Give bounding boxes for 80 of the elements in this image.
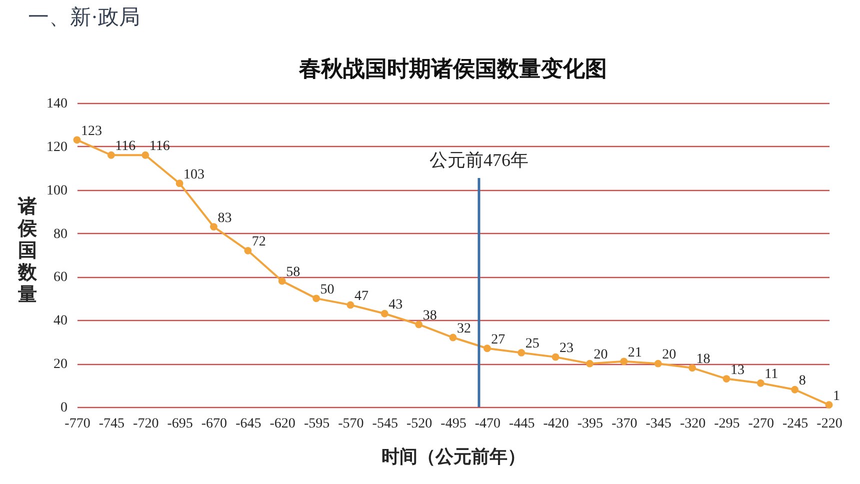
- data-label: 8: [798, 374, 806, 389]
- data-label: 58: [286, 265, 300, 280]
- y-tick-label: 0: [60, 400, 68, 416]
- point: [73, 136, 81, 144]
- point: [620, 358, 628, 366]
- point: [176, 180, 184, 188]
- point: [142, 151, 150, 159]
- x-tick-label: -370: [612, 416, 638, 432]
- x-tick-label: -320: [680, 416, 706, 432]
- data-label: 11: [764, 367, 778, 382]
- y-tick-label: 140: [46, 96, 68, 112]
- text: 一、新·政局: [28, 5, 140, 29]
- point: [552, 353, 560, 361]
- point: [210, 223, 218, 230]
- y-tick-label: 80: [54, 226, 68, 242]
- data-label: 23: [560, 341, 574, 356]
- data-label: 20: [662, 348, 676, 363]
- data-label: 20: [594, 348, 608, 363]
- point: [791, 386, 799, 394]
- point: [586, 360, 594, 368]
- y-tick-label: 60: [54, 270, 68, 286]
- y-tick-label: 20: [54, 357, 68, 372]
- x-tick-label: -345: [646, 416, 672, 432]
- point: [654, 360, 662, 368]
- point: [825, 401, 833, 409]
- x-tick-label: -420: [543, 416, 569, 432]
- data-label: 21: [628, 345, 642, 360]
- point: [722, 375, 730, 382]
- data-label: 38: [422, 308, 437, 324]
- point: [107, 151, 115, 159]
- data-label: 123: [81, 124, 102, 139]
- x-tick-label: -270: [748, 416, 774, 432]
- x-tick-label: -495: [440, 416, 466, 432]
- y-tick-label: 40: [54, 314, 68, 329]
- point: [449, 334, 457, 342]
- data-label: 103: [184, 167, 205, 182]
- point: [244, 246, 252, 254]
- x-tick-label: -670: [201, 416, 228, 432]
- point: [312, 294, 320, 302]
- point: [380, 310, 388, 318]
- data-label: 47: [354, 288, 368, 304]
- data-label: 43: [388, 298, 403, 313]
- x-tick-label: -520: [406, 416, 432, 432]
- y-tick-label: 100: [46, 183, 68, 198]
- point: [518, 349, 526, 356]
- x-tick-label: -720: [133, 416, 159, 432]
- data-label: 18: [696, 352, 710, 367]
- x-tick-label: -570: [338, 416, 364, 432]
- point: [688, 364, 696, 372]
- chart-title: 春秋战国时期诸侯国数量变化图: [298, 56, 607, 81]
- x-tick-label: -745: [98, 416, 125, 432]
- point: [483, 344, 491, 352]
- point: [756, 379, 764, 387]
- x-tick-label: -220: [816, 416, 842, 432]
- data-label: 50: [320, 282, 334, 298]
- x-tick-label: -595: [304, 416, 330, 432]
- x-tick-label: -545: [372, 416, 398, 432]
- x-tick-label: -245: [782, 416, 808, 432]
- point: [278, 277, 286, 285]
- x-tick-label: -695: [167, 416, 193, 432]
- point: [346, 301, 354, 309]
- data-label: 13: [730, 362, 744, 378]
- x-tick-label: -620: [270, 416, 296, 432]
- data-label: 27: [491, 332, 506, 348]
- y-axis-title: 诸侯国数量: [17, 196, 38, 306]
- x-tick-label: -645: [236, 416, 262, 432]
- data-label: 25: [525, 336, 540, 352]
- data-label: 1: [833, 388, 840, 404]
- ref-line-label: 公元前476年: [429, 150, 528, 170]
- data-label: 72: [252, 234, 266, 250]
- x-tick-label: -295: [714, 416, 740, 432]
- x-tick-label: -770: [64, 416, 90, 432]
- y-tick-label: 120: [46, 140, 68, 155]
- data-label: 83: [218, 210, 232, 226]
- x-axis-title: 时间（公元前年）: [382, 446, 526, 466]
- x-tick-label: -395: [577, 416, 604, 432]
- x-tick-label: -470: [474, 416, 501, 432]
- x-tick-label: -445: [509, 416, 535, 432]
- data-label: 32: [457, 322, 471, 337]
- point: [415, 320, 423, 328]
